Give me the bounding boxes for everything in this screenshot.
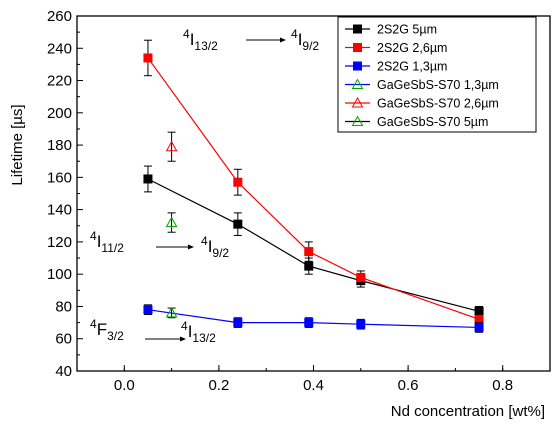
legend-label: 2S2G 2,6µm xyxy=(377,41,447,55)
data-point xyxy=(304,261,314,271)
x-axis-title: Nd concentration [wt%] xyxy=(391,403,545,420)
legend-marker xyxy=(353,43,362,52)
data-point xyxy=(356,319,366,329)
annotation-i13-to-i9: 4I13/2 4I9/2 xyxy=(183,27,319,53)
y-tick-label: 60 xyxy=(55,331,72,348)
data-point xyxy=(165,216,178,228)
series-4 xyxy=(165,131,178,162)
legend-item: GaGeSbS-S70 5µm xyxy=(345,115,488,129)
series-layer xyxy=(143,39,484,333)
transition-annotations: 4I13/2 4I9/2 4I11/2 4I9/2 4F3/2 xyxy=(90,27,319,345)
data-point xyxy=(165,140,178,152)
annotation-3-to: 4I13/2 xyxy=(181,319,216,345)
data-point xyxy=(474,322,484,332)
y-tick-label: 220 xyxy=(47,73,72,90)
y-tick-label: 180 xyxy=(47,137,72,154)
legend-box xyxy=(337,16,537,133)
legend-marker xyxy=(351,78,364,89)
data-point xyxy=(143,53,153,63)
data-point xyxy=(143,174,153,184)
legend-item: GaGeSbS-S70 1,3µm xyxy=(345,78,499,92)
data-point xyxy=(143,305,153,315)
data-point xyxy=(233,318,243,328)
annotation-i11-to-i9: 4I11/2 4I9/2 xyxy=(90,229,229,260)
data-point xyxy=(304,247,314,257)
y-tick-label: 80 xyxy=(55,298,72,315)
data-point xyxy=(165,306,178,318)
y-axis-title: Lifetime [µs] xyxy=(9,104,26,185)
legend-item: 2S2G 2,6µm xyxy=(345,41,447,55)
legend-label: 2S2G 5µm xyxy=(377,23,437,37)
series-2 xyxy=(143,304,484,333)
data-point xyxy=(233,219,243,229)
y-tick-label: 200 xyxy=(47,105,72,122)
series-line xyxy=(147,309,480,329)
annotation-1-to: 4I9/2 xyxy=(291,27,319,53)
y-tick-label: 260 xyxy=(47,8,72,25)
series-line xyxy=(147,178,480,312)
y-tick-labels: 40 60 80 100 120 140 160 180 200 220 240 260 xyxy=(47,8,72,380)
legend-label: GaGeSbS-S70 5µm xyxy=(377,115,488,129)
y-tick-label: 100 xyxy=(47,266,72,283)
data-point xyxy=(356,272,366,282)
plot-frame xyxy=(76,15,551,372)
x-tick-label: 0.6 xyxy=(398,377,419,394)
x-tick-label: 0.2 xyxy=(208,377,229,394)
legend-marker xyxy=(351,115,364,126)
annotation-3-from: 4F3/2 xyxy=(90,317,124,343)
x-tick-label: 0.8 xyxy=(492,377,513,394)
legend-item: 2S2G 5µm xyxy=(345,23,437,37)
legend: 2S2G 5µm 2S2G 2,6µm 2S2G 1,3µm GaGeSbS-S70 … xyxy=(337,16,537,133)
annotation-2-from: 4I11/2 xyxy=(90,229,124,255)
x-tick-label: 0.4 xyxy=(303,377,324,394)
y-tick-label: 160 xyxy=(47,169,72,186)
data-point xyxy=(233,177,243,187)
series-0 xyxy=(143,165,484,317)
annotation-2-to: 4I9/2 xyxy=(201,234,229,260)
y-tick-label: 240 xyxy=(47,40,72,57)
data-point xyxy=(304,318,314,328)
y-tick-label: 40 xyxy=(55,363,72,380)
legend-item: GaGeSbS-S70 2,6µm xyxy=(345,97,499,111)
annotation-1-from: 4I13/2 xyxy=(183,27,218,53)
series-5 xyxy=(165,212,178,233)
legend-label: 2S2G 1,3µm xyxy=(377,60,447,74)
legend-marker xyxy=(353,24,362,34)
y-tick-label: 140 xyxy=(47,202,72,219)
legend-marker xyxy=(351,96,364,108)
series-3 xyxy=(165,306,178,319)
x-tick-label: 0.0 xyxy=(114,377,135,394)
legend-label: GaGeSbS-S70 1,3µm xyxy=(377,78,499,92)
legend-item: 2S2G 1,3µm xyxy=(345,60,447,74)
legend-marker xyxy=(353,61,362,71)
legend-label: GaGeSbS-S70 2,6µm xyxy=(377,97,499,111)
y-tick-label: 120 xyxy=(47,234,72,251)
x-tick-labels: 0.0 0.2 0.4 0.6 0.8 xyxy=(114,377,513,394)
annotation-f3-to-i13: 4F3/2 4I13/2 xyxy=(90,317,216,345)
